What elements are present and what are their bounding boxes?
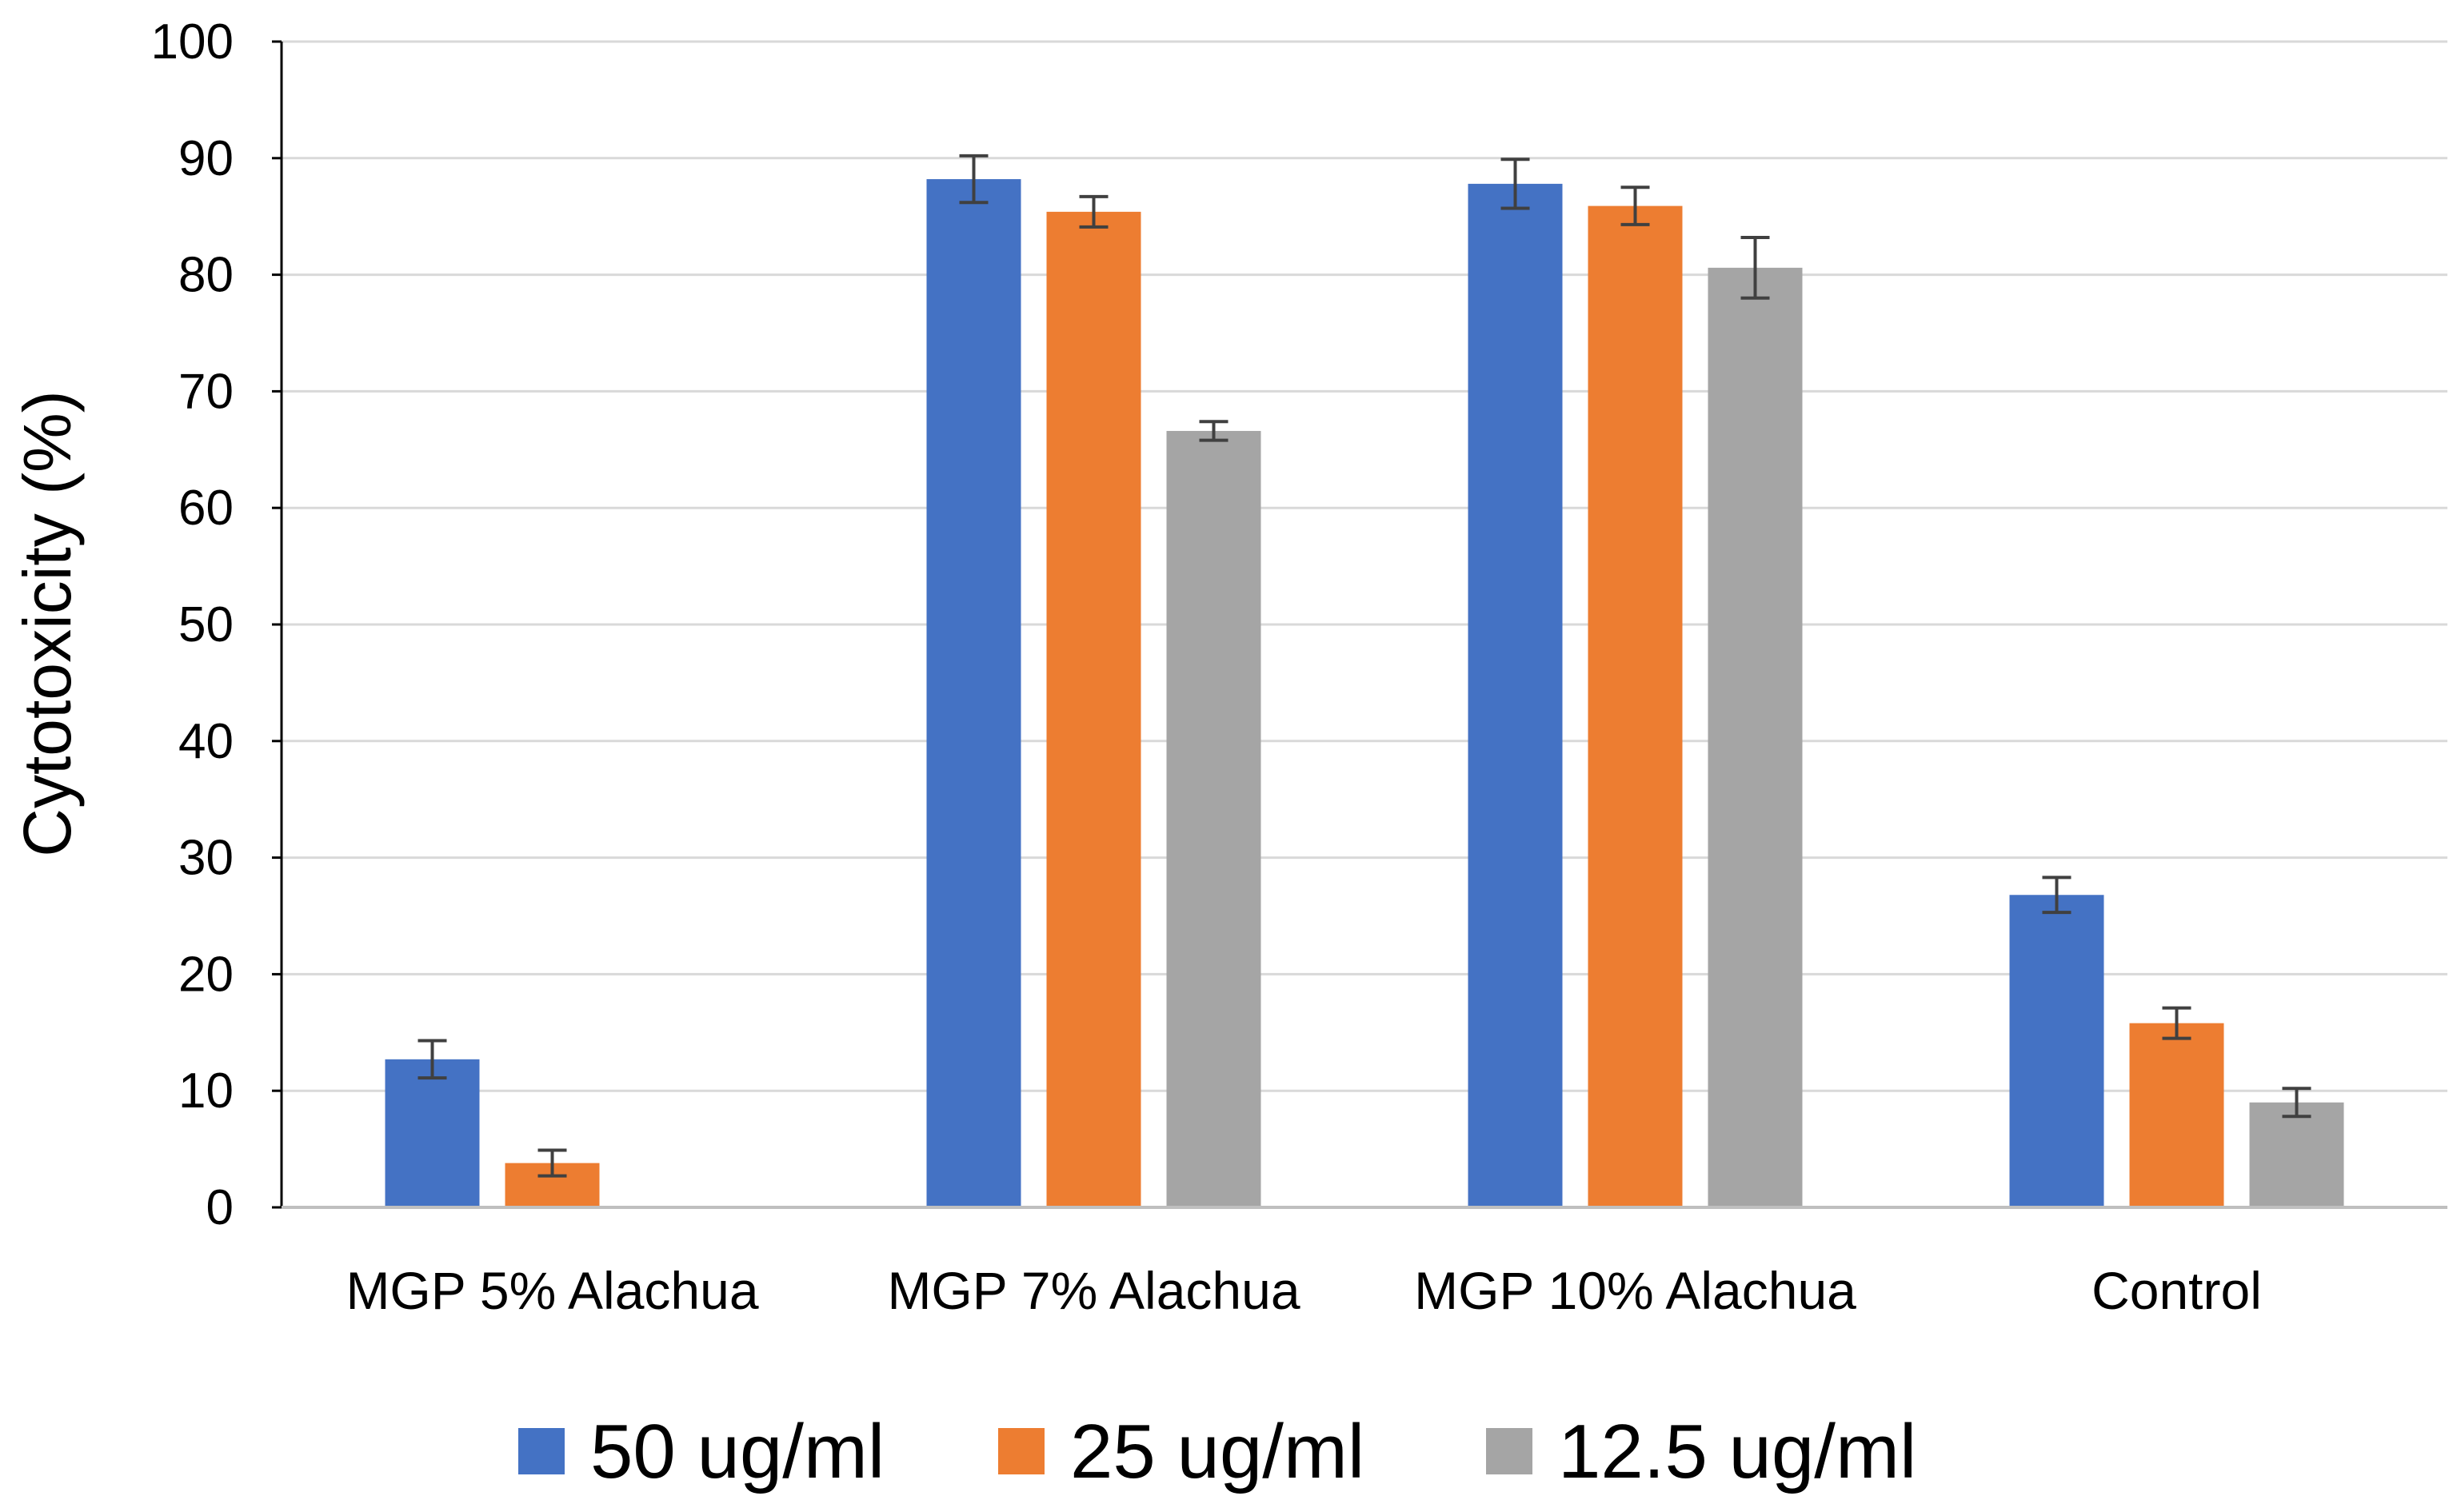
- axes: [272, 40, 2447, 1209]
- bars: [385, 179, 2344, 1208]
- y-tick-label: 50: [178, 597, 234, 652]
- y-tick-label: 90: [178, 131, 234, 186]
- y-tick-label: 40: [178, 714, 234, 769]
- x-category-label: MGP 5% Alachua: [346, 1261, 758, 1320]
- legend: 50 ug/ml 25 ug/ml 12.5 ug/ml: [518, 1409, 1916, 1494]
- gridlines: [282, 40, 2447, 1092]
- legend-swatch: [518, 1428, 565, 1474]
- bar: [2249, 1102, 2344, 1207]
- bar: [1588, 205, 1683, 1207]
- y-tick-label: 20: [178, 947, 234, 1002]
- y-tick-label: 30: [178, 831, 234, 886]
- x-category-label: MGP 10% Alachua: [1414, 1261, 1856, 1320]
- legend-swatch: [1486, 1428, 1532, 1474]
- x-category-label: MGP 7% Alachua: [887, 1261, 1300, 1320]
- bar: [926, 179, 1021, 1208]
- y-axis-title: Cytotoxicity (%): [10, 390, 85, 856]
- x-category-label: Control: [2091, 1261, 2262, 1320]
- y-tick-label: 70: [178, 364, 234, 419]
- legend-label: 50 ug/ml: [590, 1409, 885, 1494]
- bar: [1046, 211, 1141, 1207]
- bar: [1468, 183, 1563, 1208]
- y-tick-label: 80: [178, 248, 234, 303]
- legend-label: 12.5 ug/ml: [1558, 1409, 1916, 1494]
- bar: [385, 1059, 480, 1207]
- bar: [2129, 1023, 2224, 1207]
- error-bars: [417, 154, 2311, 1178]
- bar: [2009, 895, 2104, 1207]
- legend-swatch: [998, 1428, 1045, 1474]
- bar: [1708, 267, 1803, 1207]
- bar: [1166, 430, 1261, 1207]
- y-tick-label: 10: [178, 1063, 234, 1119]
- legend-label: 25 ug/ml: [1070, 1409, 1364, 1494]
- y-tick-labels: 0 10 20 30 40 50 60 70 80 90 100: [151, 14, 234, 1235]
- x-category-labels: MGP 5% Alachua MGP 7% Alachua MGP 10% Alac…: [346, 1261, 2261, 1320]
- y-tick-label: 0: [206, 1180, 234, 1235]
- y-tick-label: 60: [178, 481, 234, 536]
- y-tick-label: 100: [151, 14, 234, 70]
